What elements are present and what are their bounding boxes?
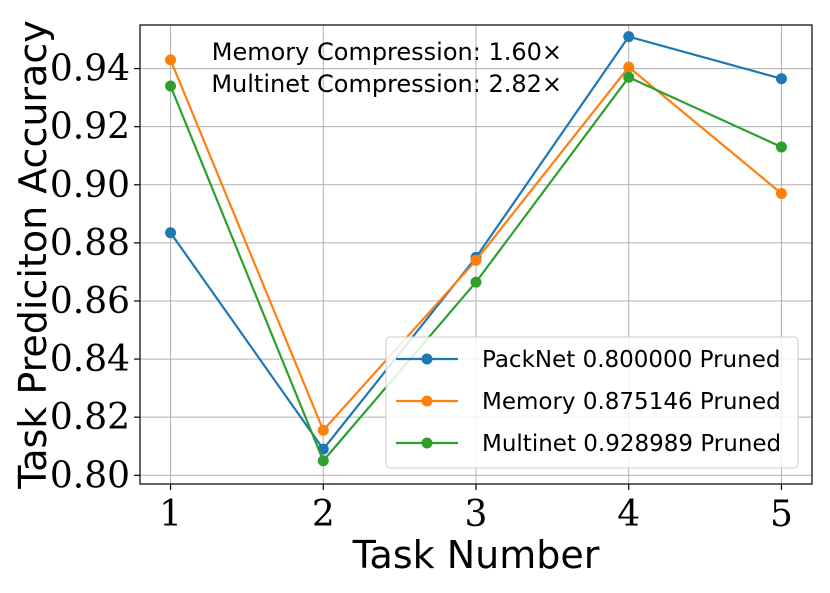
- y-tick-label: 0.80: [50, 455, 130, 496]
- y-tick-label: 0.90: [50, 165, 130, 206]
- data-point: [775, 141, 787, 153]
- y-tick-label: 0.94: [50, 49, 130, 90]
- x-tick-label: 5: [770, 494, 793, 535]
- data-point: [165, 54, 177, 66]
- data-point: [470, 276, 482, 288]
- data-point: [775, 73, 787, 85]
- legend-marker: [421, 353, 433, 365]
- legend-label: PackNet 0.800000 Pruned: [482, 347, 780, 373]
- x-tick-label: 3: [465, 494, 488, 535]
- y-axis-label: Task Prediciton Accuracy: [11, 20, 55, 489]
- data-point: [623, 71, 635, 83]
- legend: PackNet 0.800000 Pruned Memory 0.875146 P…: [385, 336, 799, 469]
- y-tick-label: 0.82: [50, 397, 130, 438]
- data-point: [623, 31, 635, 43]
- series-2: [165, 54, 787, 436]
- legend-label: Memory 0.875146 Pruned: [482, 389, 781, 415]
- legend-label: Multinet 0.928989 Pruned: [482, 431, 781, 457]
- series-lines: [165, 31, 787, 467]
- y-tick-label: 0.84: [50, 339, 130, 380]
- x-tick-label: 1: [159, 494, 182, 535]
- legend-box: [385, 336, 799, 469]
- grid: [140, 25, 812, 484]
- annotation-multinet-compression: Multinet Compression: 2.82×: [211, 70, 562, 98]
- data-point: [317, 455, 329, 467]
- data-point: [623, 61, 635, 73]
- legend-marker: [421, 437, 433, 449]
- data-point: [470, 254, 482, 266]
- data-point: [317, 424, 329, 436]
- legend-marker: [421, 395, 433, 407]
- y-tick-label: 0.88: [50, 223, 130, 264]
- axis-ticks: 1 2 3 4 5 0.80 0.82 0.84 0.86 0.88 0.90 0.92 0.94: [50, 49, 793, 535]
- series-3: [165, 71, 787, 467]
- data-point: [775, 187, 787, 199]
- x-axis-label: Task Number: [352, 533, 600, 577]
- data-point: [165, 227, 177, 239]
- x-tick-label: 2: [312, 494, 335, 535]
- y-tick-label: 0.86: [50, 281, 130, 322]
- y-tick-label: 0.92: [50, 107, 130, 148]
- data-point: [165, 80, 177, 92]
- x-tick-label: 4: [617, 494, 640, 535]
- annotation-memory-compression: Memory Compression: 1.60×: [212, 38, 562, 66]
